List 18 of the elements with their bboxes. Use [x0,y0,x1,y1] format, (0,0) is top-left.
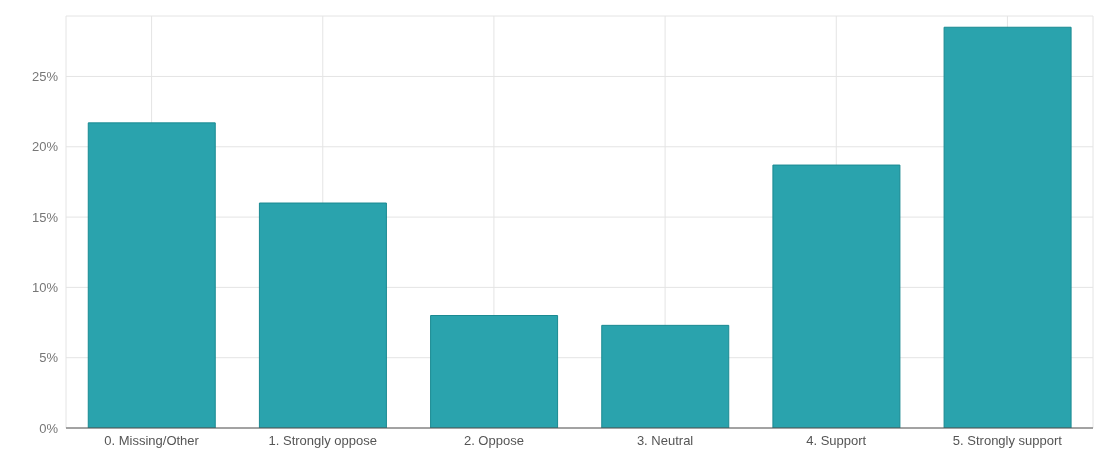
bar [943,26,1072,428]
bar [430,315,559,428]
x-tick-label: 0. Missing/Other [104,433,200,449]
y-tick-label: 10% [31,280,59,295]
bar [601,324,730,428]
x-tick-label: 2. Oppose [463,433,524,449]
x-tick-label: 4. Support [806,433,867,449]
x-tick-label: 1. Strongly oppose [268,433,377,449]
x-tick-label: 3. Neutral [636,433,694,449]
bar [258,202,387,428]
bar [772,164,901,428]
y-tick-label: 20% [31,139,59,155]
bar [87,122,216,428]
y-tick-label: 0% [39,420,59,436]
y-tick-label: 15% [31,209,59,225]
y-tick-label: 5% [39,350,59,366]
y-tick-label: 25% [31,69,59,85]
x-tick-label: 5. Strongly support [952,433,1063,449]
